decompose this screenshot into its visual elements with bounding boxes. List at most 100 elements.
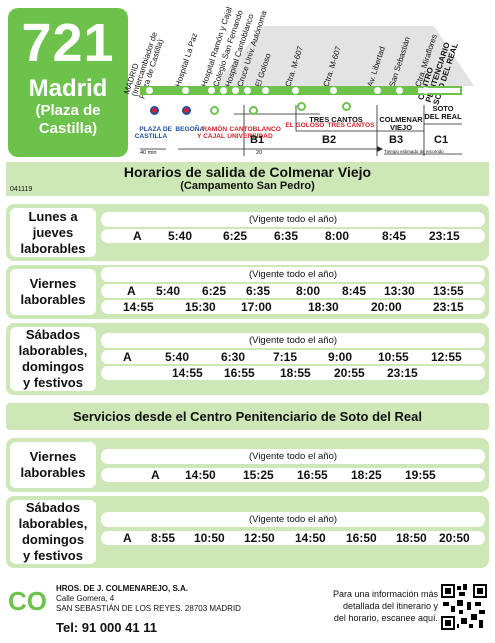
time-cell: 5:40: [165, 350, 190, 364]
qr-code-icon[interactable]: [441, 584, 487, 630]
time-cell: 14:55: [123, 300, 154, 314]
zone-b1: B1: [250, 134, 265, 146]
validity-note: (Vigente todo el año): [101, 212, 485, 227]
destination-city: Madrid: [28, 75, 108, 102]
metro-icon: [150, 105, 160, 115]
qr-info-line-1: Para una información más: [332, 589, 438, 599]
time-cell: 6:30: [221, 350, 246, 364]
time-cell: 8:45: [342, 284, 367, 298]
line-number: 721: [21, 13, 115, 73]
times-table: (Vigente todo el año) A 14:50 15:25 16:5…: [101, 449, 485, 482]
validity-note: (Vigente todo el año): [101, 449, 485, 464]
time-cell: 6:35: [274, 229, 299, 243]
day-label: Sábados laborables, domingos y festivos: [10, 500, 96, 564]
stop-dot: [146, 87, 153, 94]
time-cell: 13:30: [384, 284, 415, 298]
connection-label: BEGOÑA: [175, 125, 205, 133]
time-cell: 13:55: [433, 284, 464, 298]
validity-note: (Vigente todo el año): [101, 512, 485, 527]
times-table: (Vigente todo el año) A 8:55 10:50 12:50…: [101, 512, 485, 545]
section-subtitle: (Campamento San Pedro): [180, 180, 315, 192]
stop-dot: [262, 87, 269, 94]
stop-dot: [330, 87, 337, 94]
table-row: A 5:40 6:30 7:15 9:00 10:55 12:55: [101, 350, 485, 364]
zone-c1: C1: [434, 134, 449, 146]
zone-b3: B3: [389, 134, 404, 146]
stop-dot: [422, 87, 429, 94]
time-cell: 8:00: [296, 284, 321, 298]
train-icon: [342, 101, 352, 111]
time-note: Tiempo estimado de recorrido: [384, 149, 444, 154]
stop-dot: [292, 87, 299, 94]
time-cell: A: [123, 531, 132, 545]
time-mid: 20: [256, 150, 263, 156]
time-cell: 9:00: [328, 350, 353, 364]
time-cell: 7:15: [273, 350, 298, 364]
time-cell: 16:55: [297, 468, 328, 482]
day-label: Viernes laborables: [10, 269, 96, 315]
time-cell: 15:30: [185, 300, 216, 314]
time-cell: 14:55: [172, 366, 203, 380]
time-cell: 23:15: [429, 229, 460, 243]
time-cell: A: [151, 468, 160, 482]
table-row: A 5:40 6:25 6:35 8:00 8:45 23:15: [101, 229, 485, 243]
time-cell: 6:35: [246, 284, 271, 298]
time-cell: 15:25: [243, 468, 274, 482]
time-cell: 18:55: [280, 366, 311, 380]
connection-label: CANTOBLANCO UNIVERSIDAD: [227, 125, 281, 141]
area-soto-del-real: SOTO DEL REAL: [424, 104, 462, 121]
day-label: Sábados laborables, domingos y festivos: [10, 327, 96, 391]
time-cell: 12:55: [431, 350, 462, 364]
qr-info-line-2: detallada del itinerario y: [342, 601, 438, 611]
section-title: Horarios de salida de Colmenar Viejo: [123, 164, 372, 180]
time-cell: A: [133, 229, 142, 243]
qr-info: Para una información más detallada del i…: [298, 588, 438, 624]
day-label: Lunes a jueves laborables: [10, 208, 96, 257]
metro-icon: [182, 105, 192, 115]
validity-note: (Vigente todo el año): [101, 267, 485, 282]
stop-dot: [182, 87, 189, 94]
time-cell: 14:50: [185, 468, 216, 482]
connection-label: RAMÓN Y CAJAL: [196, 125, 228, 141]
stop-dot: [396, 87, 403, 94]
times-table: (Vigente todo el año) A 5:40 6:30 7:15 9…: [101, 333, 485, 380]
table-row: A 5:40 6:25 6:35 8:00 8:45 13:30 13:55: [101, 284, 485, 298]
area-colmenar-viejo: COLMENAR VIEJO: [379, 115, 423, 132]
area-tres-cantos: TRES CANTOS: [309, 115, 363, 124]
day-label: Viernes laborables: [10, 442, 96, 488]
section-header-colmenar: Horarios de salida de Colmenar Viejo (Ca…: [6, 162, 489, 196]
train-icon: [210, 105, 220, 115]
company-logo: CO: [8, 586, 47, 616]
time-cell: 5:40: [156, 284, 181, 298]
time-cell: 20:50: [439, 531, 470, 545]
time-cell: A: [127, 284, 136, 298]
time-cell: 18:25: [351, 468, 382, 482]
times-table: (Vigente todo el año) A 5:40 6:25 6:35 8…: [101, 267, 485, 314]
time-cell: 20:55: [334, 366, 365, 380]
time-cell: 17:00: [241, 300, 272, 314]
train-icon: [249, 105, 259, 115]
validity-note: (Vigente todo el año): [101, 333, 485, 348]
connection-label: TRES CANTOS: [327, 121, 375, 129]
time-cell: 20:00: [371, 300, 402, 314]
time-left: 40 min: [140, 150, 157, 156]
company-address-2: SAN SEBASTIÁN DE LOS REYES. 28703 MADRID: [56, 604, 241, 613]
connection-label: EL GOLOSO: [285, 121, 325, 129]
destination-sub-2: Castilla): [38, 120, 98, 137]
time-cell: 12:50: [244, 531, 275, 545]
connection-plaza-castilla: PLAZA DE CASTILLA: [132, 98, 172, 148]
line-badge: 721 Madrid (Plaza de Castilla): [8, 8, 128, 157]
stop-dot: [244, 87, 251, 94]
schedule-block: Lunes a jueves laborables (Vigente todo …: [6, 204, 489, 261]
connection-cantoblanco: CANTOBLANCO UNIVERSIDAD: [222, 98, 281, 148]
stop-dot: [220, 87, 227, 94]
time-cell: 16:55: [224, 366, 255, 380]
connection-tres-cantos: TRES CANTOS: [320, 94, 374, 137]
schedule-block: Sábados laborables, domingos y festivos …: [6, 496, 489, 568]
route-diagram: MADRID (Intercambiador de Plaza de Casti…: [122, 6, 490, 158]
table-row: 14:55 15:30 17:00 18:30 20:00 23:15: [101, 300, 485, 314]
table-row: 14:55 16:55 18:55 20:55 23:15: [101, 366, 485, 380]
time-cell: 8:45: [382, 229, 407, 243]
zone-b2: B2: [322, 134, 337, 146]
stop-dot: [208, 87, 215, 94]
